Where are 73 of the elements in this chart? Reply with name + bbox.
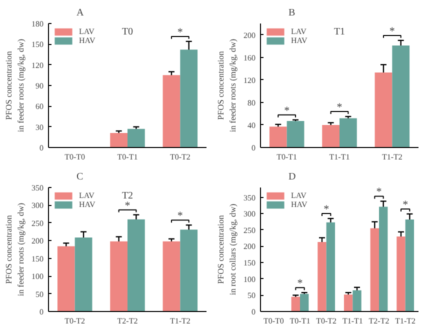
y-tick-label: 30 — [36, 122, 44, 132]
legend-label: HAV — [291, 200, 308, 209]
x-tick-label: T2-T2 — [368, 316, 390, 326]
x-tick-label: T0-T1 — [276, 152, 298, 162]
legend-label: HAV — [79, 200, 96, 209]
x-tick-label: T1-T2 — [170, 316, 190, 326]
x-tick-label: T2-T2 — [117, 316, 138, 326]
y-tick-label: 180 — [32, 20, 44, 28]
y-tick-label: 90 — [36, 82, 44, 90]
annotation: * — [284, 104, 290, 117]
chart-title: A — [76, 8, 84, 18]
y-tick-label: 40 — [248, 120, 256, 130]
legend-label: HAV — [291, 36, 308, 45]
x-tick-label: T0-T2 — [64, 316, 86, 326]
chart-title: D — [288, 172, 296, 182]
y-tick-label: 50 — [36, 290, 44, 299]
chart-subtitle: T1 — [334, 26, 346, 38]
y-tick-label: 350 — [32, 184, 44, 192]
y-tick-label: 0 — [40, 308, 44, 316]
legend-label: LAV — [79, 27, 96, 36]
x-tick-label: T0-T2 — [316, 316, 337, 326]
y-tick-label: 0 — [40, 144, 44, 152]
x-tick-label: T1-T2 — [395, 316, 416, 326]
legend-label: HAV — [79, 36, 96, 45]
y-axis-title: PFOS concentration in feeder roots (mg/kg, dw) — [4, 38, 26, 132]
x-tick-label: T0-T0 — [64, 152, 86, 162]
chart-title: B — [288, 8, 296, 18]
y-tick-label: 300 — [244, 210, 256, 219]
annotation: * — [402, 198, 408, 211]
y-tick-label: 250 — [32, 218, 44, 228]
y-tick-label: 100 — [244, 274, 256, 284]
legend-label: LAV — [291, 27, 308, 36]
y-tick-label: 60 — [36, 102, 44, 112]
y-tick-label: 200 — [32, 236, 44, 246]
y-tick-label: 300 — [32, 201, 44, 210]
y-tick-label: 150 — [32, 40, 44, 50]
annotation: * — [324, 204, 330, 216]
y-tick-label: 200 — [244, 242, 256, 252]
y-tick-label: 200 — [244, 30, 256, 40]
x-tick-label: T0-T2 — [170, 152, 190, 162]
legend-label: LAV — [79, 191, 96, 200]
x-tick-label: T0-T0 — [263, 316, 284, 326]
chart-subtitle: T0 — [122, 26, 134, 38]
y-tick-label: 0 — [252, 144, 256, 152]
y-axis-title: PFOS concentration in root collars (mg/kg, dw) — [216, 204, 238, 296]
y-axis-title: PFOS concentration in feeder roots (mg/kg, dw) — [4, 202, 26, 296]
chart-subtitle: T2 — [122, 190, 134, 202]
y-tick-label: 160 — [244, 53, 256, 62]
y-tick-label: 150 — [244, 258, 256, 268]
y-tick-label: 150 — [32, 254, 44, 264]
x-tick-label: T1-T1 — [342, 316, 363, 326]
annotation: * — [376, 186, 382, 198]
y-tick-label: 50 — [248, 291, 256, 300]
annotation: * — [177, 210, 183, 222]
x-tick-label: T1-T2 — [382, 152, 402, 162]
y-tick-label: 80 — [248, 98, 256, 108]
y-tick-label: 350 — [244, 193, 256, 202]
y-tick-label: 120 — [244, 76, 256, 85]
y-tick-label: 120 — [32, 60, 44, 70]
annotation: * — [389, 25, 395, 38]
x-tick-label: T1-T1 — [329, 152, 350, 162]
annotation: * — [297, 278, 303, 290]
x-tick-label: T0-T1 — [117, 152, 138, 162]
y-tick-label: 250 — [244, 226, 256, 235]
legend-label: LAV — [291, 191, 308, 200]
annotation: * — [177, 26, 183, 38]
chart-title: C — [76, 172, 84, 182]
y-axis-title: PFOS concentration in feeder roots (mg/kg, dw) — [216, 38, 238, 132]
annotation: * — [124, 200, 130, 212]
annotation: * — [336, 102, 342, 114]
y-tick-label: 0 — [252, 308, 256, 316]
y-tick-label: 100 — [32, 272, 44, 282]
x-tick-label: T0-T1 — [290, 316, 310, 326]
